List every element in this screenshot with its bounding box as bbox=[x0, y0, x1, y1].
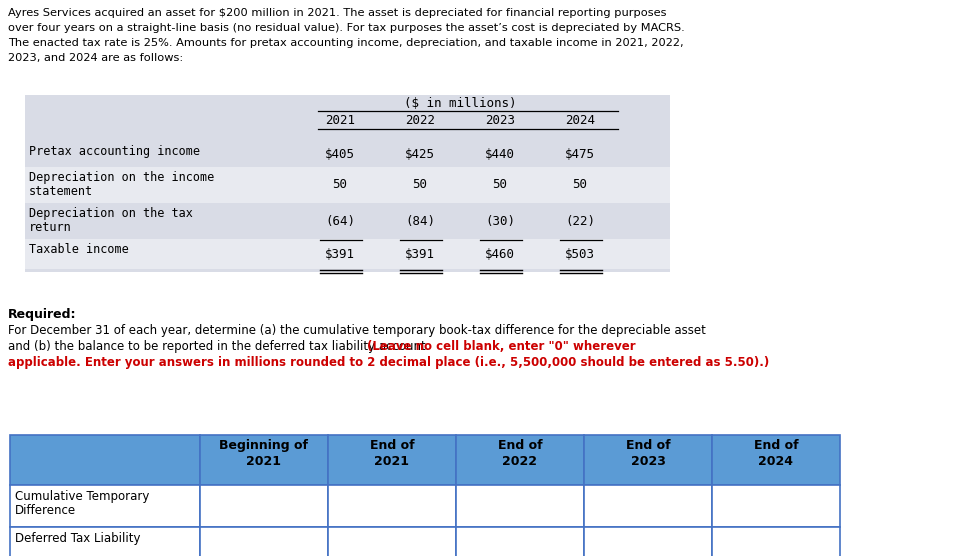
Text: over four years on a straight-line basis (no residual value). For tax purposes t: over four years on a straight-line basis… bbox=[8, 23, 684, 33]
Text: 2021: 2021 bbox=[375, 455, 409, 468]
Bar bbox=[25, 95, 670, 141]
Text: $391: $391 bbox=[405, 247, 435, 261]
Text: Beginning of: Beginning of bbox=[220, 439, 309, 452]
Text: 2023, and 2024 are as follows:: 2023, and 2024 are as follows: bbox=[8, 53, 184, 63]
Text: 2022: 2022 bbox=[405, 114, 435, 127]
Text: 2023: 2023 bbox=[485, 114, 515, 127]
Text: (Leave no cell blank, enter "0" wherever: (Leave no cell blank, enter "0" wherever bbox=[367, 340, 636, 353]
Bar bbox=[456, 435, 584, 485]
Text: $503: $503 bbox=[565, 247, 595, 261]
Bar bbox=[712, 527, 840, 556]
Bar bbox=[25, 203, 670, 239]
Text: Taxable income: Taxable income bbox=[29, 243, 129, 256]
Text: 2022: 2022 bbox=[503, 455, 537, 468]
Bar bbox=[584, 527, 712, 556]
Text: The enacted tax rate is 25%. Amounts for pretax accounting income, depreciation,: The enacted tax rate is 25%. Amounts for… bbox=[8, 38, 684, 48]
Text: $391: $391 bbox=[325, 247, 355, 261]
Bar bbox=[10, 435, 200, 485]
Text: (30): (30) bbox=[485, 215, 515, 227]
Text: 50: 50 bbox=[333, 178, 347, 191]
Text: (22): (22) bbox=[565, 215, 595, 227]
Text: 2021: 2021 bbox=[325, 114, 355, 127]
Text: 2021: 2021 bbox=[247, 455, 281, 468]
Bar bbox=[328, 527, 456, 556]
Text: 2023: 2023 bbox=[631, 455, 665, 468]
Text: 2024: 2024 bbox=[565, 114, 595, 127]
Text: End of: End of bbox=[753, 439, 798, 452]
Text: $440: $440 bbox=[485, 147, 515, 161]
Text: End of: End of bbox=[625, 439, 670, 452]
Bar bbox=[200, 435, 328, 485]
Bar bbox=[25, 269, 670, 272]
Text: Deferred Tax Liability: Deferred Tax Liability bbox=[15, 532, 141, 545]
Text: (64): (64) bbox=[325, 215, 355, 227]
Bar bbox=[25, 239, 670, 269]
Text: End of: End of bbox=[498, 439, 542, 452]
Bar bbox=[25, 141, 670, 167]
Bar bbox=[712, 435, 840, 485]
Text: (84): (84) bbox=[405, 215, 435, 227]
Text: return: return bbox=[29, 221, 72, 234]
Text: $475: $475 bbox=[565, 147, 595, 161]
Text: Difference: Difference bbox=[15, 504, 76, 517]
Bar bbox=[328, 485, 456, 527]
Bar bbox=[584, 485, 712, 527]
Bar bbox=[200, 527, 328, 556]
Text: Depreciation on the tax: Depreciation on the tax bbox=[29, 207, 193, 220]
Text: Cumulative Temporary: Cumulative Temporary bbox=[15, 490, 149, 503]
Text: $460: $460 bbox=[485, 247, 515, 261]
Bar bbox=[712, 485, 840, 527]
Text: applicable. Enter your answers in millions rounded to 2 decimal place (i.e., 5,5: applicable. Enter your answers in millio… bbox=[8, 356, 770, 369]
Text: Depreciation on the income: Depreciation on the income bbox=[29, 171, 214, 184]
Text: statement: statement bbox=[29, 185, 93, 198]
Text: 50: 50 bbox=[573, 178, 588, 191]
Text: $425: $425 bbox=[405, 147, 435, 161]
Text: Ayres Services acquired an asset for $200 million in 2021. The asset is deprecia: Ayres Services acquired an asset for $20… bbox=[8, 8, 666, 18]
Bar bbox=[328, 435, 456, 485]
Bar bbox=[25, 167, 670, 203]
Bar bbox=[10, 527, 200, 556]
Text: 2024: 2024 bbox=[758, 455, 793, 468]
Bar bbox=[200, 485, 328, 527]
Text: Required:: Required: bbox=[8, 308, 76, 321]
Text: ($ in millions): ($ in millions) bbox=[403, 97, 516, 110]
Text: End of: End of bbox=[370, 439, 414, 452]
Bar bbox=[456, 485, 584, 527]
Text: and (b) the balance to be reported in the deferred tax liability account.: and (b) the balance to be reported in th… bbox=[8, 340, 433, 353]
Text: Pretax accounting income: Pretax accounting income bbox=[29, 145, 200, 158]
Text: 50: 50 bbox=[492, 178, 508, 191]
Text: For December 31 of each year, determine (a) the cumulative temporary book-tax di: For December 31 of each year, determine … bbox=[8, 324, 706, 337]
Bar bbox=[10, 485, 200, 527]
Bar bbox=[456, 527, 584, 556]
Text: 50: 50 bbox=[412, 178, 427, 191]
Text: $405: $405 bbox=[325, 147, 355, 161]
Bar bbox=[584, 435, 712, 485]
